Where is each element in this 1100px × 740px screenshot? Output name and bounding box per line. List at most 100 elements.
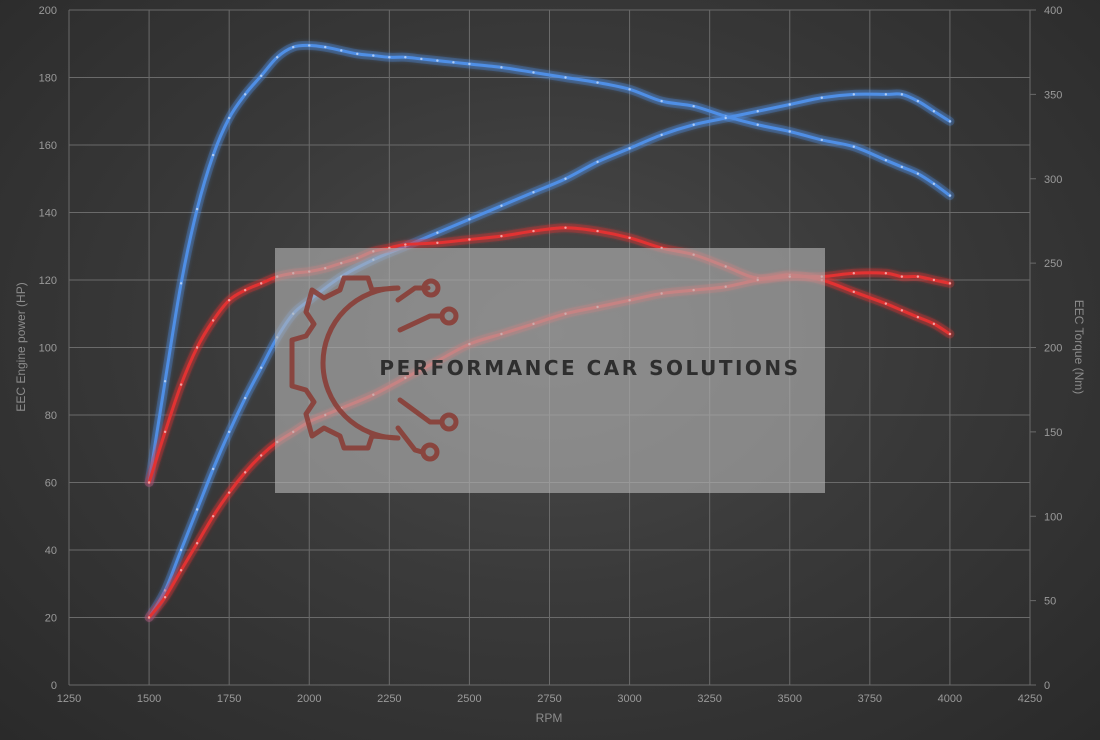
data-point	[900, 309, 904, 312]
x-tick-label: 4250	[1018, 693, 1042, 705]
data-point	[179, 569, 183, 572]
data-point	[948, 120, 952, 123]
data-point	[932, 278, 936, 282]
data-point	[532, 71, 535, 74]
y-left-tick-label: 180	[39, 73, 57, 85]
data-point	[500, 66, 503, 69]
data-point	[884, 272, 888, 275]
data-point	[179, 548, 183, 552]
x-tick-label: 1250	[57, 693, 81, 705]
data-point	[660, 133, 663, 137]
x-tick-label: 4000	[938, 693, 962, 705]
data-point	[195, 542, 199, 545]
x-tick-label: 3500	[778, 693, 802, 705]
data-point	[163, 589, 167, 592]
data-point	[500, 234, 503, 238]
data-point	[211, 515, 215, 518]
x-tick-label: 3000	[617, 693, 641, 705]
data-point	[436, 231, 439, 234]
data-point	[227, 116, 231, 120]
y-right-tick-label: 150	[1044, 427, 1062, 439]
data-point	[900, 165, 904, 169]
data-point	[852, 272, 856, 275]
data-point	[227, 491, 231, 494]
data-point	[596, 229, 599, 233]
x-tick-label: 3250	[697, 693, 721, 705]
data-point	[404, 243, 407, 246]
data-point	[756, 123, 759, 126]
data-point	[436, 241, 439, 245]
data-point	[468, 218, 471, 221]
data-point	[916, 99, 920, 103]
data-point	[692, 104, 695, 108]
data-point	[195, 508, 199, 511]
y-right-tick-label: 200	[1044, 343, 1062, 355]
data-point	[948, 282, 952, 285]
y-left-tick-label: 60	[45, 478, 57, 490]
data-point	[820, 138, 823, 142]
data-point	[356, 52, 359, 56]
data-point	[292, 45, 295, 49]
watermark-brand-text: PERFORMANCE CAR SOLUTIONS	[379, 356, 800, 380]
data-point	[756, 110, 759, 113]
data-point	[788, 103, 791, 106]
data-point	[452, 61, 455, 64]
x-tick-label: 1500	[137, 693, 161, 705]
data-point	[932, 110, 936, 113]
data-point	[243, 93, 247, 96]
gear-circuit-logo-icon	[289, 275, 459, 462]
data-point	[660, 99, 663, 103]
y-left-tick-label: 0	[51, 680, 57, 692]
data-point	[628, 147, 631, 150]
y-left-tick-label: 140	[39, 208, 57, 220]
data-point	[260, 74, 263, 78]
data-point	[884, 158, 888, 162]
data-point	[147, 481, 151, 484]
x-axis-title: RPM	[536, 711, 563, 725]
data-point	[195, 207, 199, 211]
data-point	[900, 275, 904, 278]
data-point	[308, 44, 311, 47]
data-point	[852, 145, 856, 148]
series-line-0	[147, 43, 952, 484]
x-tick-label: 2000	[297, 693, 321, 705]
axis-ticks: 1250 1500 1750 2000 2250 2500 2750 3000 3250 3500…	[39, 5, 1063, 705]
data-point	[195, 346, 199, 349]
data-point	[147, 616, 151, 619]
y-left-tick-label: 20	[45, 613, 57, 625]
data-point	[628, 88, 631, 91]
data-point	[179, 282, 183, 285]
data-point	[948, 194, 952, 197]
x-tick-label: 3750	[858, 693, 882, 705]
data-point	[596, 160, 599, 164]
data-point	[436, 59, 439, 62]
data-point	[211, 153, 215, 157]
y-right-tick-label: 350	[1044, 89, 1062, 101]
data-point	[388, 56, 391, 59]
data-point	[420, 57, 423, 61]
data-point	[916, 172, 920, 175]
data-point	[163, 596, 167, 599]
data-point	[564, 177, 567, 180]
data-point	[260, 366, 263, 369]
y-right-tick-label: 400	[1044, 5, 1062, 17]
data-point	[211, 467, 215, 471]
data-point	[243, 471, 247, 474]
data-point	[179, 383, 183, 386]
y-left-tick-label: 120	[39, 275, 57, 287]
x-tick-label: 2250	[377, 693, 401, 705]
y-left-tick-label: 100	[39, 343, 57, 355]
data-point	[884, 93, 888, 96]
y-left-tick-label: 200	[39, 5, 57, 17]
y-left-tick-label: 40	[45, 545, 57, 557]
data-point	[724, 116, 727, 120]
data-point	[852, 290, 856, 294]
data-point	[324, 45, 327, 49]
data-point	[932, 182, 936, 186]
x-tick-label: 2750	[537, 693, 561, 705]
data-point	[163, 430, 167, 434]
left-axis-title: EEC Engine power (HP)	[14, 282, 28, 411]
data-point	[788, 130, 791, 133]
data-point	[500, 204, 503, 207]
